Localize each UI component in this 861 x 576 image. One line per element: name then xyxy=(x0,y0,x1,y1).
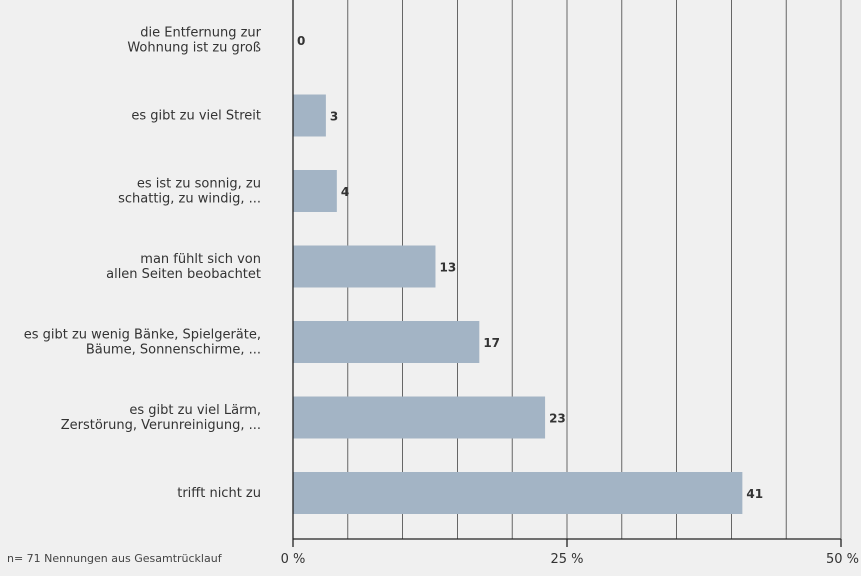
bar-2 xyxy=(293,170,337,212)
value-labels: 0 3 4 13 17 23 41 xyxy=(297,34,763,501)
category-label-1: es gibt zu viel Streit xyxy=(131,109,261,124)
category-label-line: Wohnung ist zu groß xyxy=(127,41,261,56)
category-label-2: es ist zu sonnig, zu schattig, zu windig,… xyxy=(118,177,261,207)
value-label-0: 0 xyxy=(297,34,305,48)
category-label-line: Zerstörung, Verunreinigung, ... xyxy=(61,418,261,433)
bars xyxy=(293,94,743,514)
category-label-line: es gibt zu viel Streit xyxy=(131,109,261,124)
x-tick-label-0: 0 % xyxy=(281,552,306,567)
category-label-5: es gibt zu viel Lärm, Zerstörung, Verunre… xyxy=(61,403,261,433)
grid-lines xyxy=(347,0,842,539)
bar-6 xyxy=(293,472,743,514)
category-label-3: man fühlt sich von allen Seiten beobachte… xyxy=(106,252,261,282)
category-label-line: die Entfernung zur xyxy=(140,26,261,41)
category-label-line: es gibt zu wenig Bänke, Spielgeräte, xyxy=(24,328,261,343)
value-label-6: 41 xyxy=(746,487,763,501)
value-label-1: 3 xyxy=(330,110,338,124)
category-label-0: die Entfernung zur Wohnung ist zu groß xyxy=(127,26,261,56)
category-label-line: schattig, zu windig, ... xyxy=(118,192,261,207)
value-label-3: 13 xyxy=(439,261,456,275)
category-label-line: es ist zu sonnig, zu xyxy=(137,177,261,192)
x-tick-label-1: 25 % xyxy=(550,552,583,567)
sample-size-note: n= 71 Nennungen aus Gesamtrücklauf xyxy=(7,552,223,565)
value-label-2: 4 xyxy=(341,185,349,199)
category-label-line: man fühlt sich von xyxy=(140,252,261,267)
category-label-6: trifft nicht zu xyxy=(177,486,261,501)
x-axis: 0 % 25 % 50 % xyxy=(281,0,859,567)
x-tick-label-2: 50 % xyxy=(826,552,859,567)
category-label-line: es gibt zu viel Lärm, xyxy=(129,403,261,418)
bar-1 xyxy=(293,94,326,137)
category-label-4: es gibt zu wenig Bänke, Spielgeräte, Bäum… xyxy=(24,328,261,358)
bar-3 xyxy=(293,245,436,288)
category-labels: die Entfernung zur Wohnung ist zu groß es … xyxy=(24,26,262,502)
category-label-line: Bäume, Sonnenschirme, ... xyxy=(86,343,261,358)
value-label-4: 17 xyxy=(483,336,500,350)
category-label-line: trifft nicht zu xyxy=(177,486,261,501)
value-label-5: 23 xyxy=(549,412,566,426)
bar-5 xyxy=(293,396,546,439)
category-label-line: allen Seiten beobachtet xyxy=(106,267,261,282)
bar-4 xyxy=(293,321,480,363)
